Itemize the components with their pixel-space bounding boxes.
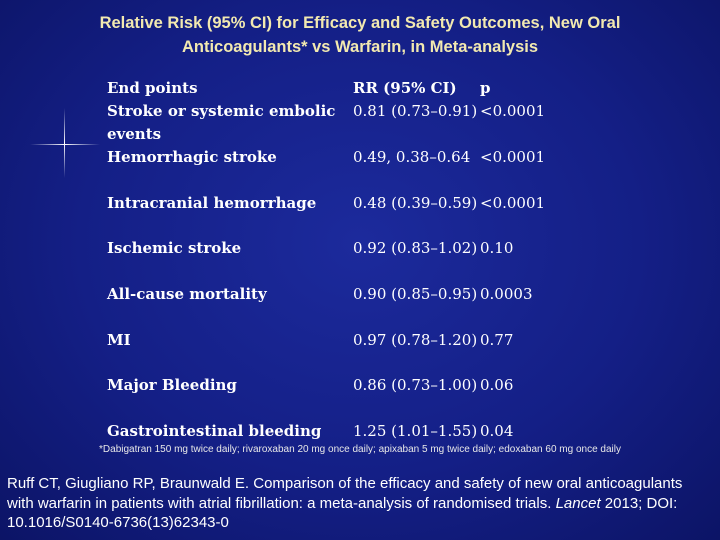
table-row-rr: 0.92 (0.83–1.02) bbox=[353, 239, 478, 257]
reference-citation: Ruff CT, Giugliano RP, Braunwald E. Comp… bbox=[7, 474, 707, 533]
header-p: p bbox=[480, 79, 491, 97]
table-row-p: 0.06 bbox=[480, 376, 514, 394]
table-row-endpoint: Hemorrhagic stroke bbox=[107, 148, 277, 166]
table-row-endpoint: MI bbox=[107, 331, 131, 349]
table-row-p: 0.0003 bbox=[480, 285, 533, 303]
endpoint-line-continued: events bbox=[107, 125, 162, 143]
header-rr: RR (95% CI) bbox=[353, 79, 457, 97]
footnote: *Dabigatran 150 mg twice daily; rivaroxa… bbox=[99, 444, 621, 455]
table-row-p: <0.0001 bbox=[480, 148, 546, 166]
header-endpoints: End points bbox=[107, 79, 198, 97]
table-row-p: <0.0001 bbox=[480, 194, 546, 212]
table-row-rr: 0.90 (0.85–0.95) bbox=[353, 285, 478, 303]
slide-title: Relative Risk (95% CI) for Efficacy and … bbox=[20, 11, 700, 59]
reference-text: Ruff CT, Giugliano RP, Braunwald E. Comp… bbox=[7, 475, 683, 512]
title-line-1: Relative Risk (95% CI) for Efficacy and … bbox=[99, 14, 621, 32]
sparkle-decoration-horizontal bbox=[30, 144, 100, 145]
table-row-rr: 0.81 (0.73–0.91) bbox=[353, 102, 478, 120]
table-row-rr: 0.86 (0.73–1.00) bbox=[353, 376, 478, 394]
table-row-endpoint: Gastrointestinal bleeding bbox=[107, 422, 322, 440]
reference-details: 2013; DOI: 10.1016/S0140-6736(13)62343-0 bbox=[7, 494, 678, 532]
table-row-rr: 0.48 (0.39–0.59) bbox=[353, 194, 478, 212]
reference-journal: Lancet bbox=[555, 494, 601, 512]
table-row-endpoint: Intracranial hemorrhage bbox=[107, 194, 317, 212]
table-row-p: 0.04 bbox=[480, 422, 514, 440]
table-row-endpoint: Ischemic stroke bbox=[107, 239, 242, 257]
sparkle-decoration-vertical bbox=[64, 108, 65, 178]
title-line-2: Anticoagulants* vs Warfarin, in Meta-ana… bbox=[181, 38, 539, 56]
table-row-endpoint: All-cause mortality bbox=[107, 285, 267, 303]
table-row-p: 0.10 bbox=[480, 239, 514, 257]
table-row-endpoint: Major Bleeding bbox=[107, 376, 237, 394]
table-row-endpoint: Stroke or systemic embolic events bbox=[107, 100, 335, 146]
table-row-p: 0.77 bbox=[480, 331, 514, 349]
endpoint-line: Stroke or systemic embolic bbox=[107, 102, 336, 120]
table-row-rr: 0.49, 0.38–0.64 bbox=[353, 148, 471, 166]
table-row-rr: 1.25 (1.01–1.55) bbox=[353, 422, 478, 440]
table-row-p: <0.0001 bbox=[480, 102, 546, 120]
table-row-rr: 0.97 (0.78–1.20) bbox=[353, 331, 478, 349]
